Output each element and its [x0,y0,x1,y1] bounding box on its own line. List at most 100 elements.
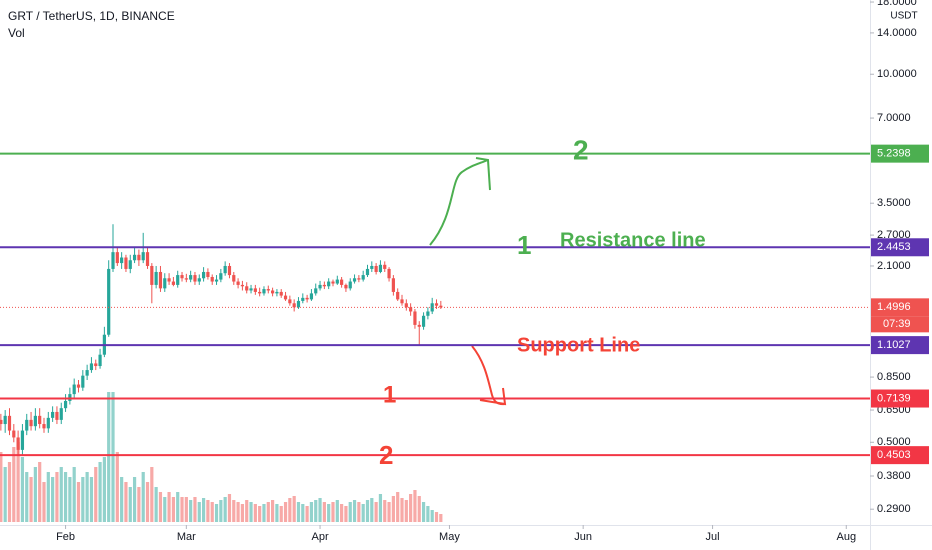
level-label: 1.1027 [877,339,911,351]
annotation: 1 [517,230,531,260]
candle-body [189,275,193,280]
volume-bar [370,498,374,522]
candle-body [55,411,59,420]
candle-body [33,415,37,427]
candle-body [154,271,158,285]
candle-body [141,252,145,261]
volume-bar [340,504,344,522]
candle-body [76,384,81,388]
volume-bar [309,502,314,522]
arrowhead-down [479,387,507,406]
volume-bar [214,504,219,522]
candle-body [292,303,296,308]
candle-body [296,300,301,308]
y-tick-label: 10.0000 [877,68,917,80]
y-tick-label: 2.1000 [877,260,911,272]
volume-bar [283,502,288,522]
volume-bar [76,482,81,522]
volume-bar [89,477,94,522]
volume-bar [197,502,201,522]
volume-bar [322,502,326,522]
candle-body [38,415,42,425]
volume-bar [335,500,339,522]
candle-body [322,284,326,287]
volume-bar [219,500,223,522]
volume-bar [141,472,145,522]
annotation: Resistance line [560,229,706,251]
volume-bar [434,512,439,522]
candle-body [42,424,46,429]
volume-bar [361,504,365,522]
volume-bar [16,442,20,522]
volume-bar [348,502,352,522]
volume-bar [271,500,275,522]
level-box [871,336,929,355]
level-box [871,446,929,465]
candle-body [7,415,12,431]
candle-body [137,254,141,261]
volume-bar [365,500,370,522]
volume-bar [292,496,296,522]
candle-body [29,419,33,427]
candle-body [223,265,227,274]
volume-bar [210,502,214,522]
level-label: 0.4503 [877,449,911,461]
volume-bar [150,467,154,522]
candle-body [3,415,7,425]
volume-bar [120,477,124,522]
candle-body [128,260,132,269]
candle-body [283,295,288,300]
candle-body [85,370,89,376]
candle-body [132,254,137,261]
candle-body [266,289,270,291]
volume-bar [227,494,232,522]
x-tick-label: Mar [177,531,196,543]
candle-body [115,252,119,264]
candle-body [361,275,365,280]
volume-bar [94,467,98,522]
volume-bar [7,462,12,522]
candle-body [51,411,55,418]
candle-body [180,275,184,279]
candle-body [279,291,283,296]
plot [0,224,443,522]
candle-body [439,305,443,308]
volume-bar [275,504,279,522]
volume-bar [111,392,115,522]
candle-body [214,279,219,282]
arrow-up [429,159,489,246]
volume-bar [0,452,3,522]
candle-body [318,284,322,289]
candle-body [417,324,421,327]
candle-body [309,293,314,300]
annotation: 2 [573,134,589,165]
volume-bar [201,498,206,522]
annotation: Support Line [517,334,640,356]
volume-bar [3,467,7,522]
volume-bar [240,504,245,522]
volume-bar [81,477,85,522]
candle-body [288,299,292,304]
countdown-label: 07:39 [883,318,911,330]
y-tick-label: 7.0000 [877,112,911,124]
volume-bar [404,500,408,522]
volume-bar [12,447,16,522]
volume-bar [206,500,210,522]
candle-body [236,281,240,285]
candle-body [378,264,383,272]
volume-bar [296,502,301,522]
level-box [871,144,929,163]
volume-bar [318,498,322,522]
currency-label: USDT [890,11,917,22]
candle-body [253,288,257,292]
volume-bar [409,494,413,522]
candle-body [391,278,395,292]
volume-bar [266,502,270,522]
volume-bar [374,502,378,522]
x-tick-label: Jul [706,531,720,543]
volume-bar [25,472,29,522]
candle-body [158,271,163,289]
candle-body [352,278,357,282]
y-tick-label: 14.0000 [877,27,917,39]
candle-body [249,288,253,291]
